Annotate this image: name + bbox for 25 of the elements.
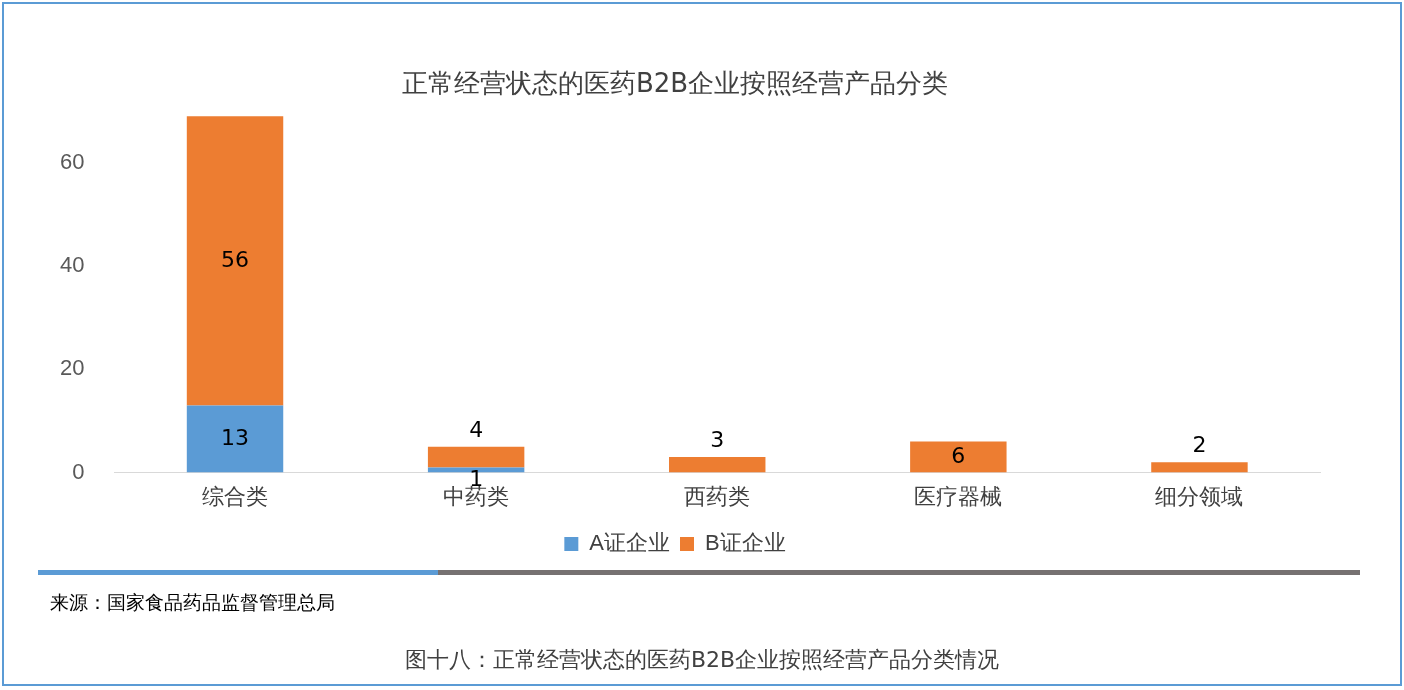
x-tick-label: 西药类	[684, 483, 751, 509]
data-label: 4	[469, 416, 484, 442]
data-label: 2	[1192, 431, 1207, 457]
data-label: 13	[221, 424, 250, 450]
x-tick-label: 细分领域	[1155, 483, 1244, 509]
y-tick-label: 40	[59, 252, 85, 278]
source-note: 来源：国家食品药品监督管理总局	[50, 590, 335, 615]
y-tick-label: 60	[59, 148, 85, 174]
data-label: 6	[951, 442, 966, 468]
bar	[1151, 462, 1248, 473]
bar	[669, 457, 766, 473]
legend-label: A证企业	[589, 530, 671, 556]
legend-label: B证企业	[705, 530, 786, 556]
bar	[186, 405, 284, 473]
bar	[910, 441, 1007, 473]
data-label: 56	[221, 246, 250, 272]
data-label: 3	[710, 426, 725, 452]
bar	[186, 116, 284, 406]
y-tick-label: 0	[72, 458, 85, 484]
bar	[427, 446, 525, 468]
y-tick-label: 20	[59, 355, 85, 381]
text: 图十八：正常经营状态的医药B2B企业按照经营产品分类情况	[403, 646, 1001, 674]
x-tick-label: 医疗器械	[914, 483, 1003, 509]
chart-title: 正常经营状态的医药B2B企业按照经营产品分类	[401, 68, 949, 99]
x-tick-label: 综合类	[202, 483, 269, 509]
